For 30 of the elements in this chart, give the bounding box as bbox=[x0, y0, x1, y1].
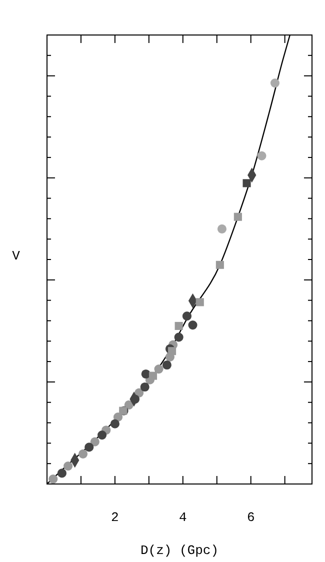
point bbox=[234, 212, 242, 221]
point bbox=[168, 347, 176, 356]
point bbox=[174, 332, 184, 342]
point bbox=[242, 179, 251, 188]
point bbox=[84, 442, 94, 452]
point bbox=[78, 449, 88, 458]
x-tick-label: 2 bbox=[111, 510, 119, 525]
point bbox=[141, 369, 150, 379]
point bbox=[110, 419, 120, 428]
point bbox=[162, 360, 172, 370]
point bbox=[182, 312, 192, 321]
point bbox=[97, 430, 107, 440]
point bbox=[148, 372, 158, 380]
point bbox=[196, 298, 204, 306]
y-axis-title: V bbox=[12, 248, 20, 264]
point bbox=[57, 468, 66, 478]
x-tick-label: 4 bbox=[178, 510, 187, 525]
point bbox=[48, 474, 58, 484]
point bbox=[174, 322, 183, 330]
point bbox=[216, 260, 224, 269]
point bbox=[140, 382, 150, 392]
x-axis-title: D(z) (Gpc) bbox=[140, 543, 219, 558]
point bbox=[217, 224, 227, 234]
point bbox=[257, 151, 266, 160]
point bbox=[64, 462, 73, 471]
point bbox=[188, 320, 198, 330]
point bbox=[270, 78, 280, 88]
x-tick-label: 6 bbox=[246, 510, 255, 525]
point bbox=[90, 437, 100, 446]
point bbox=[154, 364, 164, 374]
